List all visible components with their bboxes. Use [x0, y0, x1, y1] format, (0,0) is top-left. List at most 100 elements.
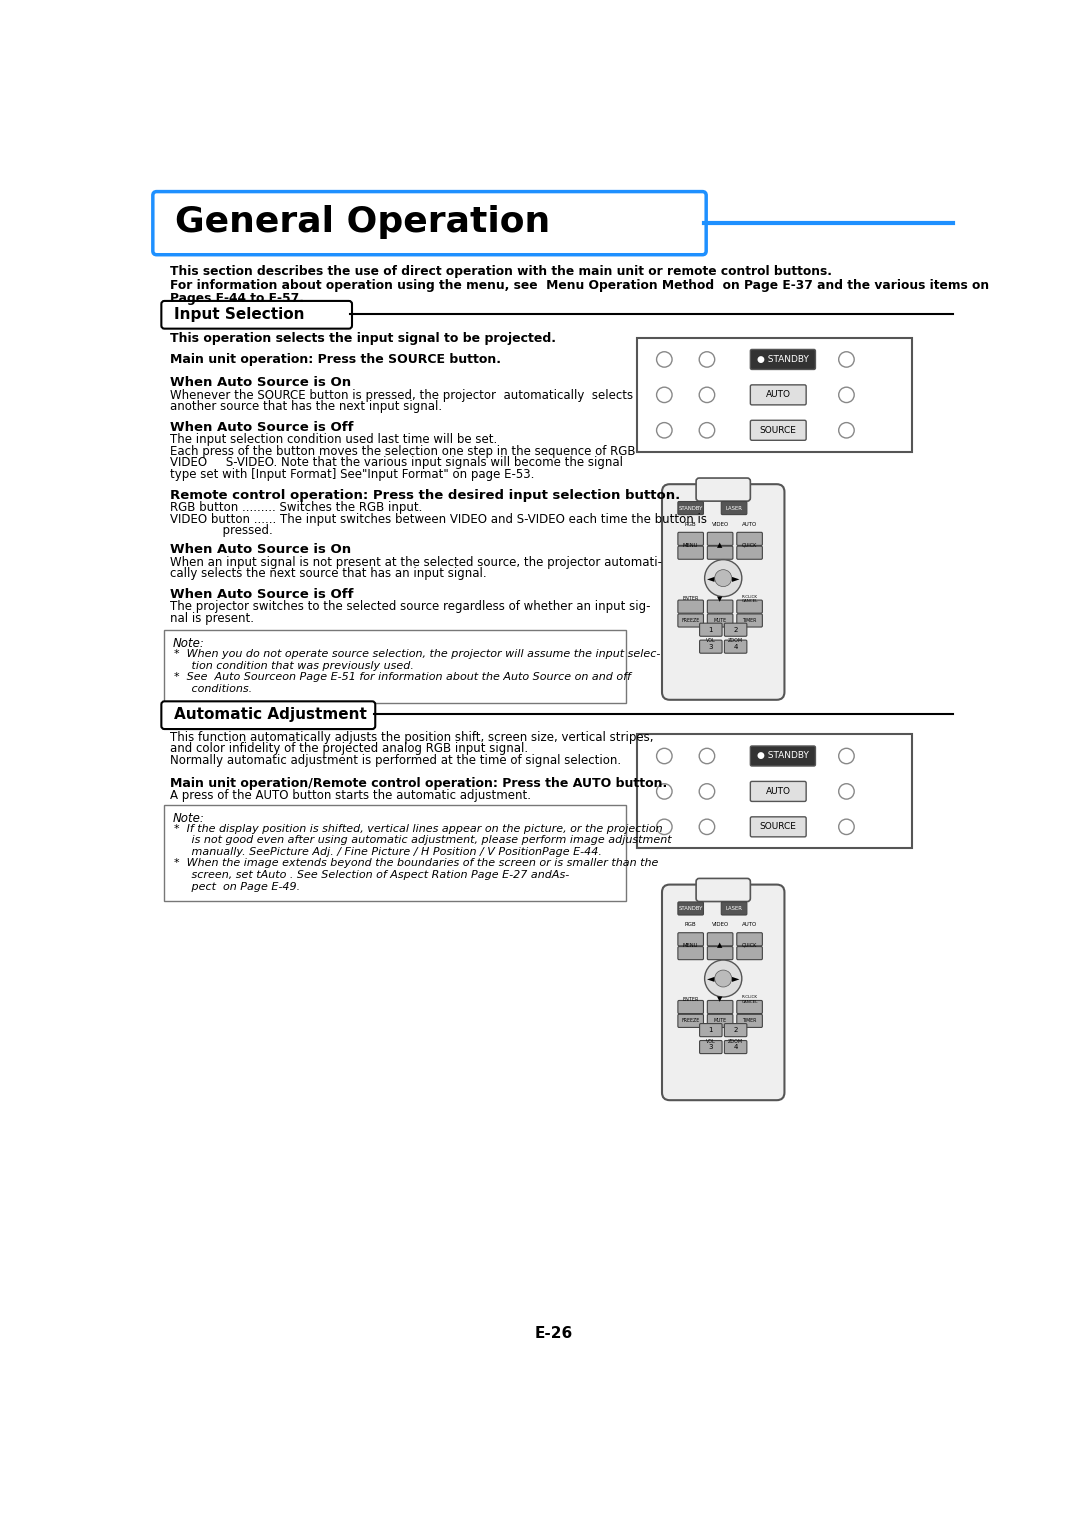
Text: 1: 1: [708, 1027, 713, 1033]
FancyBboxPatch shape: [751, 781, 806, 801]
FancyBboxPatch shape: [164, 804, 625, 900]
Text: tion condition that was previously used.: tion condition that was previously used.: [174, 661, 414, 670]
Text: AUTO: AUTO: [742, 922, 757, 928]
FancyBboxPatch shape: [678, 1015, 703, 1027]
Text: When Auto Source is On: When Auto Source is On: [170, 377, 351, 389]
Text: VOL: VOL: [706, 638, 716, 642]
Text: MENU: MENU: [683, 943, 699, 948]
FancyBboxPatch shape: [707, 533, 733, 545]
Text: This section describes the use of direct operation with the main unit or remote : This section describes the use of direct…: [170, 264, 832, 278]
FancyBboxPatch shape: [737, 533, 762, 545]
Text: A press of the AUTO button starts the automatic adjustment.: A press of the AUTO button starts the au…: [170, 789, 531, 803]
Text: ZOOM: ZOOM: [728, 1039, 743, 1044]
Text: type set with [Input Format] See"Input Format" on page E-53.: type set with [Input Format] See"Input F…: [170, 468, 535, 481]
Text: VIDEO     S-VIDEO. Note that the various input signals will become the signal: VIDEO S-VIDEO. Note that the various inp…: [170, 456, 623, 470]
Text: *  See  Auto Sourceon Page E-51 for information about the Auto Source on and off: * See Auto Sourceon Page E-51 for inform…: [174, 671, 631, 682]
Text: ◄: ◄: [707, 974, 715, 984]
Text: Whenever the SOURCE button is pressed, the projector  automatically  selects: Whenever the SOURCE button is pressed, t…: [170, 389, 633, 401]
Text: For information about operation using the menu, see  Menu Operation Method  on P: For information about operation using th…: [170, 279, 989, 291]
Text: ● STANDBY: ● STANDBY: [757, 356, 809, 363]
Text: TIMER: TIMER: [742, 1018, 757, 1024]
Text: cally selects the next source that has an input signal.: cally selects the next source that has a…: [170, 568, 486, 580]
Text: *  If the display position is shifted, vertical lines appear on the picture, or : * If the display position is shifted, ve…: [174, 824, 662, 833]
Text: ● STANDBY: ● STANDBY: [757, 751, 809, 760]
FancyBboxPatch shape: [678, 1001, 703, 1013]
Text: is not good even after using automatic adjustment, please perform image adjustme: is not good even after using automatic a…: [174, 835, 672, 845]
Text: RGB: RGB: [685, 522, 697, 526]
Circle shape: [704, 960, 742, 996]
FancyBboxPatch shape: [721, 902, 747, 916]
Text: pect  on Page E-49.: pect on Page E-49.: [174, 882, 300, 891]
Text: AUTO: AUTO: [742, 522, 757, 526]
Text: Each press of the button moves the selection one step in the sequence of RGB: Each press of the button moves the selec…: [170, 446, 635, 458]
Text: When Auto Source is Off: When Auto Source is Off: [170, 421, 353, 433]
Text: ►: ►: [732, 974, 740, 984]
Text: SOURCE: SOURCE: [760, 426, 797, 435]
Text: nal is present.: nal is present.: [170, 612, 254, 626]
Text: AUTO: AUTO: [766, 391, 791, 400]
Text: 3: 3: [708, 1044, 713, 1050]
FancyBboxPatch shape: [700, 623, 723, 636]
Text: MUTE: MUTE: [714, 1018, 727, 1024]
Text: ▲: ▲: [717, 542, 723, 548]
Text: ▲: ▲: [717, 943, 723, 949]
Text: Main unit operation: Press the SOURCE button.: Main unit operation: Press the SOURCE bu…: [170, 354, 501, 366]
FancyBboxPatch shape: [161, 702, 375, 729]
FancyBboxPatch shape: [700, 639, 723, 653]
FancyBboxPatch shape: [725, 639, 747, 653]
Text: This operation selects the input signal to be projected.: This operation selects the input signal …: [170, 331, 556, 345]
FancyBboxPatch shape: [707, 1001, 733, 1013]
Text: QUICK: QUICK: [742, 943, 757, 948]
Text: Note:: Note:: [172, 812, 204, 826]
Text: *  When you do not operate source selection, the projector will assume the input: * When you do not operate source selecti…: [174, 649, 660, 659]
FancyBboxPatch shape: [697, 879, 751, 902]
Text: Input Selection: Input Selection: [174, 307, 305, 322]
Text: LASER: LASER: [726, 906, 743, 911]
FancyBboxPatch shape: [678, 946, 703, 960]
Text: *  When the image extends beyond the boundaries of the screen or is smaller than: * When the image extends beyond the boun…: [174, 859, 658, 868]
Text: E-26: E-26: [535, 1326, 572, 1341]
Text: RGB button ......... Switches the RGB input.: RGB button ......... Switches the RGB in…: [170, 501, 422, 514]
Text: RGB: RGB: [685, 922, 697, 928]
Text: 2: 2: [733, 1027, 738, 1033]
FancyBboxPatch shape: [700, 1041, 723, 1053]
Text: VIDEO: VIDEO: [712, 522, 729, 526]
FancyBboxPatch shape: [700, 1024, 723, 1036]
Text: SOURCE: SOURCE: [760, 823, 797, 832]
FancyBboxPatch shape: [637, 734, 913, 848]
FancyBboxPatch shape: [678, 600, 703, 613]
FancyBboxPatch shape: [678, 613, 703, 627]
Text: QUICK: QUICK: [742, 543, 757, 548]
Text: R-CLICK
CANCEL: R-CLICK CANCEL: [741, 995, 758, 1004]
Text: ZOOM: ZOOM: [728, 638, 743, 642]
Text: The input selection condition used last time will be set.: The input selection condition used last …: [170, 433, 497, 447]
FancyBboxPatch shape: [737, 546, 762, 559]
FancyBboxPatch shape: [707, 932, 733, 946]
FancyBboxPatch shape: [737, 932, 762, 946]
FancyBboxPatch shape: [737, 946, 762, 960]
FancyBboxPatch shape: [707, 613, 733, 627]
Circle shape: [704, 560, 742, 597]
Text: STANDBY: STANDBY: [678, 906, 703, 911]
Text: The projector switches to the selected source regardless of whether an input sig: The projector switches to the selected s…: [170, 600, 650, 613]
Text: This function automatically adjusts the position shift, screen size, vertical st: This function automatically adjusts the …: [170, 731, 653, 743]
Text: 4: 4: [733, 1044, 738, 1050]
FancyBboxPatch shape: [707, 546, 733, 559]
Text: and color infidelity of the projected analog RGB input signal.: and color infidelity of the projected an…: [170, 742, 528, 755]
Text: VIDEO button ...... The input switches between VIDEO and S-VIDEO each time the b: VIDEO button ...... The input switches b…: [170, 513, 707, 525]
FancyBboxPatch shape: [751, 420, 806, 441]
Text: Main unit operation/Remote control operation: Press the AUTO button.: Main unit operation/Remote control opera…: [170, 777, 667, 790]
FancyBboxPatch shape: [697, 478, 751, 501]
Text: ◄: ◄: [707, 574, 715, 583]
Text: Note:: Note:: [172, 638, 204, 650]
FancyBboxPatch shape: [153, 192, 706, 255]
FancyBboxPatch shape: [161, 301, 352, 328]
Text: manually. SeePicture Adj. / Fine Picture / H Position / V PositionPage E-44.: manually. SeePicture Adj. / Fine Picture…: [174, 847, 602, 858]
Text: Automatic Adjustment: Automatic Adjustment: [174, 707, 366, 722]
Text: When Auto Source is Off: When Auto Source is Off: [170, 588, 353, 601]
Text: R-CLICK
CANCEL: R-CLICK CANCEL: [741, 595, 758, 603]
Text: 2: 2: [733, 627, 738, 633]
FancyBboxPatch shape: [678, 546, 703, 559]
FancyBboxPatch shape: [725, 623, 747, 636]
Text: another source that has the next input signal.: another source that has the next input s…: [170, 400, 442, 414]
